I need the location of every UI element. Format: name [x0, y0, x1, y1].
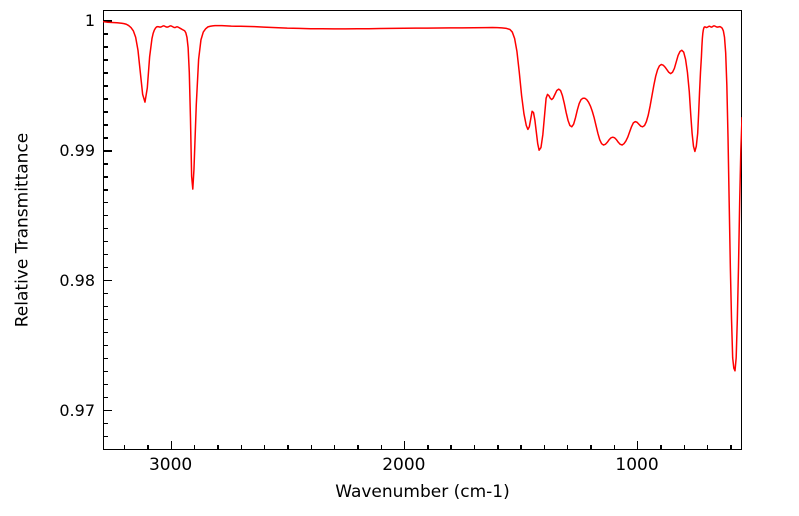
y-tick-minor [103, 305, 108, 308]
y-tick-label: 0.98 [59, 270, 95, 290]
x-tick-minor [147, 445, 149, 450]
y-tick-minor [103, 215, 108, 217]
x-tick-label: 1000 [615, 455, 659, 475]
y-tick-label: 0.99 [59, 141, 95, 161]
x-tick-minor [333, 445, 336, 450]
plot-area [103, 10, 742, 450]
x-tick-minor [497, 445, 499, 450]
y-tick-minor [103, 72, 108, 74]
y-tick-minor [103, 357, 108, 360]
x-tick-minor [660, 445, 662, 450]
x-tick-minor [473, 445, 476, 450]
x-tick-minor [730, 445, 732, 450]
y-tick-minor [103, 318, 108, 321]
x-tick-major [637, 441, 639, 450]
y-tick-major [103, 409, 112, 412]
y-tick-minor [103, 228, 108, 230]
y-tick-label: 0.97 [59, 400, 95, 420]
x-tick-minor [240, 445, 242, 450]
y-tick-minor [103, 448, 108, 451]
y-tick-minor [103, 137, 108, 139]
y-tick-minor [103, 292, 108, 295]
x-tick-minor [543, 445, 546, 450]
y-tick-minor [103, 344, 108, 347]
x-tick-minor [193, 445, 196, 450]
x-tick-minor [357, 445, 359, 450]
x-tick-minor [450, 445, 452, 450]
y-tick-minor [103, 370, 108, 373]
y-tick-minor [103, 331, 108, 334]
x-tick-minor [707, 445, 709, 450]
y-tick-minor [103, 46, 108, 48]
x-tick-minor [380, 445, 382, 450]
x-tick-minor [263, 445, 266, 450]
y-tick-minor [103, 59, 108, 61]
x-tick-minor [427, 445, 429, 450]
y-tick-minor [103, 422, 108, 425]
x-tick-minor [613, 445, 616, 450]
y-tick-major [103, 20, 112, 22]
y-tick-minor [103, 176, 108, 178]
x-tick-major [170, 441, 173, 450]
x-tick-minor [310, 445, 312, 450]
y-tick-major [103, 279, 112, 282]
y-tick-minor [103, 254, 108, 256]
y-tick-minor [103, 111, 108, 113]
x-tick-major [403, 441, 406, 450]
y-tick-minor [103, 241, 108, 243]
y-tick-label: 1 [84, 11, 95, 31]
x-axis-title: Wavenumber (cm-1) [103, 482, 742, 502]
spectrum-curve-container [103, 10, 742, 450]
y-tick-minor [103, 266, 108, 269]
y-tick-minor [103, 85, 108, 87]
y-tick-minor [103, 383, 108, 386]
x-axis-title-text: Wavenumber (cm-1) [335, 482, 510, 502]
y-tick-major [103, 150, 112, 152]
x-tick-minor [520, 445, 522, 450]
y-tick-minor [103, 163, 108, 165]
y-tick-minor [103, 124, 108, 126]
y-axis-title-text: Relative Transmittance [12, 132, 32, 328]
x-tick-minor [287, 445, 289, 450]
y-tick-minor [103, 33, 108, 35]
transmittance-line [103, 20, 742, 372]
y-tick-minor [103, 396, 108, 399]
y-tick-minor [103, 98, 108, 100]
y-axis-title: Relative Transmittance [2, 0, 42, 460]
x-tick-label: 2000 [382, 455, 426, 475]
x-tick-minor [123, 445, 126, 450]
x-tick-minor [567, 445, 569, 450]
y-tick-minor [103, 435, 108, 438]
spectrum-curve-svg [103, 20, 742, 372]
x-tick-label: 3000 [148, 455, 193, 475]
x-tick-minor [217, 445, 219, 450]
y-tick-minor [103, 202, 108, 204]
x-tick-minor [590, 445, 592, 450]
y-tick-minor [103, 189, 108, 191]
x-tick-minor [683, 445, 686, 450]
